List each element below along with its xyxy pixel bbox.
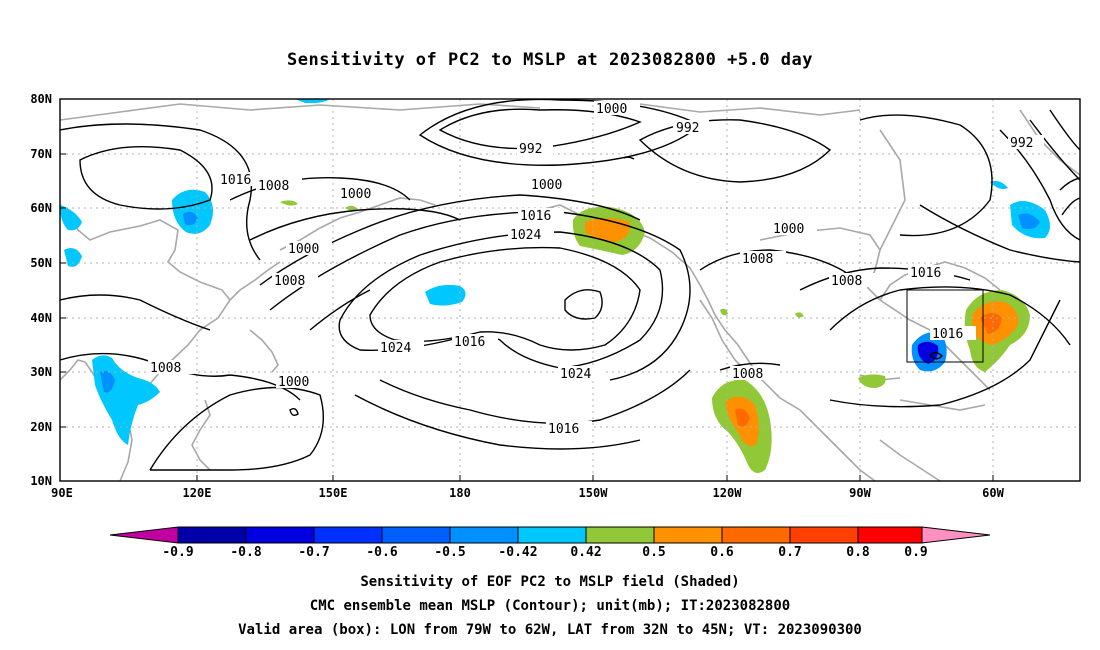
axis-ticks	[60, 98, 994, 481]
colorbar-label: 0.42	[570, 545, 602, 560]
lon-label: 150W	[578, 486, 608, 500]
lat-label: 10N	[30, 474, 52, 488]
colorbar-cell	[857, 526, 923, 544]
contour-label: 1016	[548, 422, 579, 437]
lon-label: 60W	[982, 486, 1004, 500]
lon-label: 90W	[849, 486, 871, 500]
contour-label: 992	[676, 121, 699, 136]
lat-label: 70N	[30, 147, 52, 161]
colorbar-label: -0.42	[498, 545, 538, 560]
contour-label: 1000	[288, 242, 319, 257]
contour-label: 1016	[220, 173, 251, 188]
contour-label: 1008	[274, 274, 305, 289]
caption-line-2: CMC ensemble mean MSLP (Contour); unit(m…	[309, 598, 791, 614]
contour-label: 1024	[560, 367, 591, 382]
colorbar-label: 0.8	[846, 545, 870, 560]
colorbar-label: -0.9	[162, 545, 194, 560]
contour-label: 1000	[531, 178, 562, 193]
contour-label: 1000	[596, 102, 627, 117]
contour-label: 1016	[454, 335, 485, 350]
colorbar-label: 0.5	[642, 545, 666, 560]
colorbar-cell	[653, 526, 723, 544]
valid-area-box	[906, 289, 984, 363]
colorbar-label: 0.6	[710, 545, 734, 560]
caption-line-3: Valid area (box): LON from 79W to 62W, L…	[238, 622, 862, 638]
map-title: Sensitivity of PC2 to MSLP at 2023082800…	[286, 50, 813, 70]
lon-label: 180	[449, 486, 471, 500]
colorbar-label: 0.7	[778, 545, 802, 560]
contour-label: 1000	[340, 187, 371, 202]
contour-label: 992	[1010, 136, 1033, 151]
colorbar-cell	[381, 526, 451, 544]
colorbar	[109, 526, 991, 544]
contour-label: 1024	[380, 341, 411, 356]
contour-label: 1000	[278, 375, 309, 390]
contour-label: 992	[519, 142, 542, 157]
contour-label: 1008	[732, 367, 763, 382]
contour-label: 1008	[258, 179, 289, 194]
contour-label: 1000	[773, 222, 804, 237]
colorbar-label: -0.7	[298, 545, 330, 560]
lon-label: 150E	[318, 486, 348, 500]
colorbar-cell	[789, 526, 859, 544]
colorbar-cell	[109, 526, 179, 544]
contour-label: 1008	[150, 361, 181, 376]
colorbar-cell	[313, 526, 383, 544]
colorbar-cell	[449, 526, 519, 544]
map-frame	[59, 98, 1081, 482]
colorbar-label: 0.9	[904, 545, 928, 560]
contour-label: 1008	[742, 252, 773, 267]
lat-label: 20N	[30, 420, 52, 434]
colorbar-cell	[245, 526, 315, 544]
colorbar-cell	[177, 526, 247, 544]
colorbar-label: -0.6	[366, 545, 398, 560]
contour-label: 1024	[510, 228, 541, 243]
colorbar-label: -0.8	[230, 545, 262, 560]
colorbar-label: -0.5	[434, 545, 466, 560]
lon-label: 90E	[51, 486, 73, 500]
contour-label: 1016	[910, 266, 941, 281]
colorbar-cell	[721, 526, 791, 544]
lon-label: 120W	[712, 486, 742, 500]
lon-label: 120E	[182, 486, 212, 500]
sensitivity-shading	[60, 99, 1050, 474]
caption-line-1: Sensitivity of EOF PC2 to MSLP field (Sh…	[360, 574, 740, 590]
colorbar-cell	[585, 526, 655, 544]
lat-label: 60N	[30, 201, 52, 215]
contour-label: 1016	[932, 327, 963, 342]
lat-label: 30N	[30, 365, 52, 379]
lat-label: 40N	[30, 311, 52, 325]
lat-label: 50N	[30, 256, 52, 270]
colorbar-cell	[921, 526, 991, 544]
contour-label: 1008	[831, 274, 862, 289]
contour-labels: 1000 992 992 1000 1016 1008 1000 1016 10…	[148, 101, 1044, 437]
contour-label: 1016	[520, 209, 551, 224]
colorbar-cell	[517, 526, 587, 544]
lat-label: 80N	[30, 92, 52, 106]
